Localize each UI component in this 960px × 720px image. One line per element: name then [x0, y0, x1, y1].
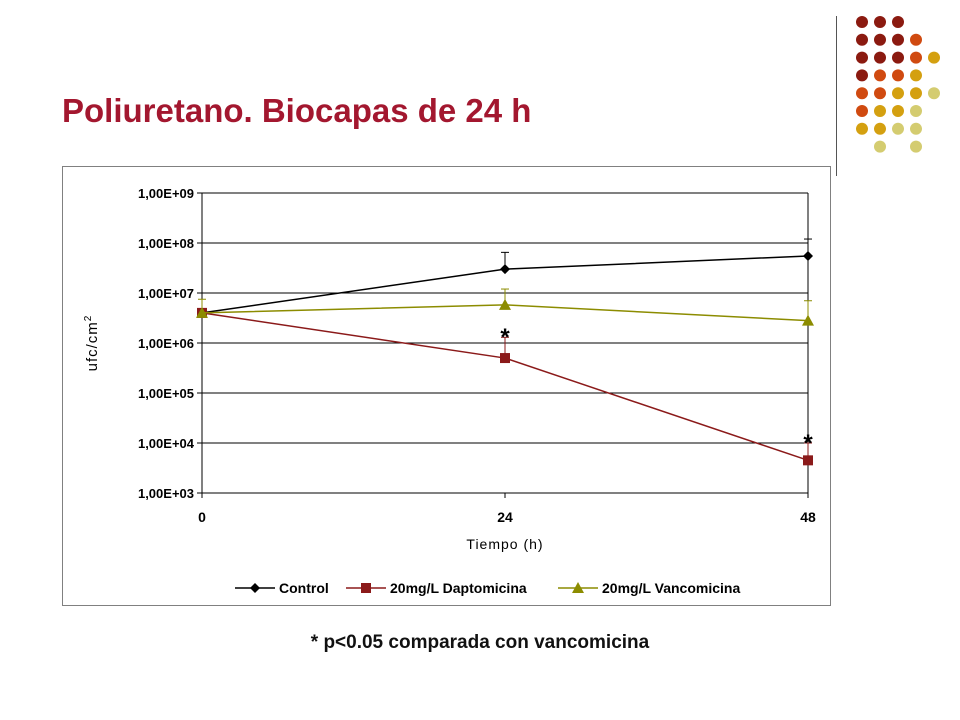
data-point	[500, 264, 510, 275]
decor-dot	[892, 105, 904, 117]
chart-container: 1,00E+03 1,00E+04 1,00E+05 1,00E+06 1,00E+07…	[62, 166, 831, 606]
significance-asterisk: *	[500, 324, 510, 351]
decor-dot	[910, 122, 922, 135]
data-point	[802, 314, 814, 326]
decor-dot	[856, 16, 868, 28]
legend-marker	[572, 582, 584, 593]
decor-dot	[910, 51, 922, 64]
data-point	[500, 353, 510, 364]
data-point	[499, 298, 511, 310]
decorative-dot-grid	[856, 16, 940, 153]
decor-dot	[910, 69, 922, 82]
decor-dot	[874, 16, 886, 28]
y-tick-label: 1,00E+04	[138, 436, 195, 451]
legend-marker	[361, 583, 371, 593]
y-tick-label: 1,00E+05	[138, 386, 194, 401]
y-tick-label: 1,00E+09	[138, 186, 194, 201]
legend: Control 20mg/L Daptomicina 20mg/L Vancomic…	[235, 580, 740, 596]
legend-label: 20mg/L Vancomicina	[602, 580, 740, 596]
y-axis-title-superscript: 2	[83, 315, 94, 322]
x-tick-label: 0	[198, 509, 206, 525]
decor-dot	[856, 33, 868, 46]
decor-dot	[910, 140, 922, 153]
decor-dot	[856, 87, 868, 100]
legend-label: Control	[279, 580, 329, 596]
y-axis-title: ufc/cm2	[83, 315, 101, 372]
data-point	[196, 306, 208, 318]
y-tick-label: 1,00E+06	[138, 336, 194, 351]
decor-dot	[892, 122, 904, 135]
decor-dot	[856, 51, 868, 64]
data-point	[803, 455, 813, 466]
decor-dot	[874, 69, 886, 82]
decor-dot	[874, 140, 886, 153]
line-chart: 1,00E+03 1,00E+04 1,00E+05 1,00E+06 1,00E+07…	[83, 186, 816, 596]
decor-dot	[874, 122, 886, 135]
slide-title: Poliuretano. Biocapas de 24 h	[62, 92, 532, 129]
decor-dot	[856, 122, 868, 135]
y-tick-label: 1,00E+07	[138, 286, 194, 301]
y-tick-label: 1,00E+08	[138, 236, 194, 251]
decor-dot	[856, 105, 868, 117]
decor-dot	[892, 87, 904, 100]
decor-dot	[892, 69, 904, 82]
decor-dot	[910, 105, 922, 117]
decor-dot	[910, 87, 922, 100]
decor-dot	[892, 16, 904, 28]
series-3	[196, 288, 814, 326]
legend-marker	[250, 583, 260, 593]
decorative-divider	[836, 16, 837, 176]
x-axis-title: Tiempo (h)	[466, 536, 543, 552]
decor-dot	[928, 51, 940, 64]
significance-asterisk: *	[803, 430, 813, 457]
decor-dot	[928, 87, 940, 100]
decor-dot	[874, 51, 886, 64]
data-point	[803, 250, 813, 261]
decor-dot	[892, 33, 904, 46]
decor-dot	[874, 33, 886, 46]
y-tick-label: 1,00E+03	[138, 486, 194, 501]
x-tick-label: 48	[800, 509, 816, 525]
significance-footnote: * p<0.05 comparada con vancomicina	[310, 632, 650, 653]
decor-dot	[874, 87, 886, 100]
decor-dot	[892, 51, 904, 64]
legend-label: 20mg/L Daptomicina	[390, 580, 527, 596]
decor-dot	[874, 105, 886, 117]
decor-dot	[856, 69, 868, 82]
x-tick-label: 24	[497, 509, 513, 525]
decor-dot	[910, 33, 922, 46]
